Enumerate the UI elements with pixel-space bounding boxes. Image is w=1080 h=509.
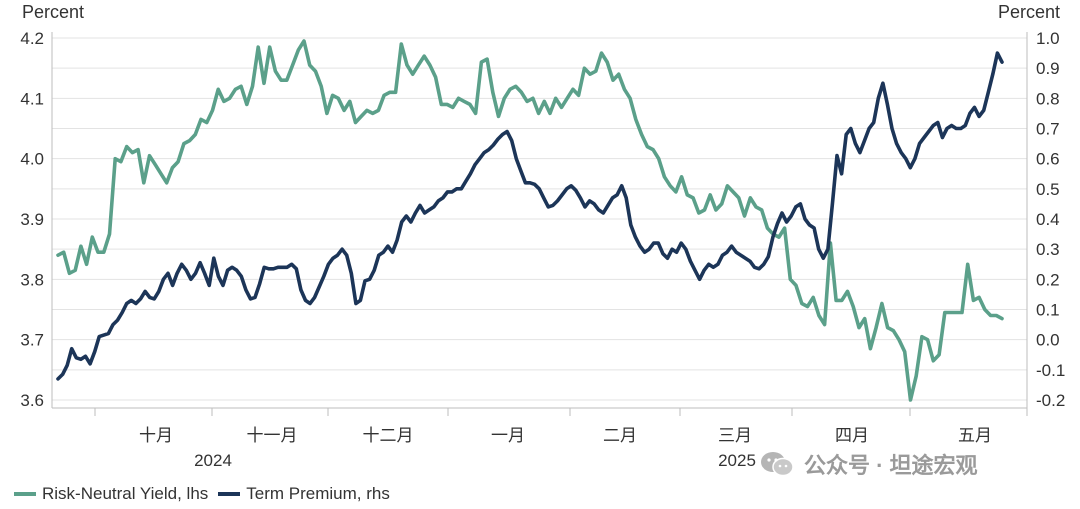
x-axis: 十月 十一月 十二月 一月 二月 三月 四月 五月 2024 2025: [51, 32, 1028, 470]
right-tick-label: 0.5: [1036, 180, 1060, 199]
left-tick-label: 3.7: [20, 331, 44, 350]
right-tick-label: 0.1: [1036, 301, 1060, 320]
month-label: 五月: [958, 426, 992, 445]
year-label: 2024: [194, 451, 232, 470]
legend: Risk-Neutral Yield, lhs Term Premium, rh…: [14, 484, 400, 504]
month-label: 十一月: [247, 426, 298, 445]
month-label: 一月: [491, 426, 525, 445]
right-tick-label: 0.0: [1036, 331, 1060, 350]
right-tick-label: 0.7: [1036, 120, 1060, 139]
right-tick-label: 0.8: [1036, 89, 1060, 108]
wechat-icon: [761, 452, 794, 477]
right-tick-label: 0.3: [1036, 240, 1060, 259]
right-axis-ticks: -0.2 -0.1 0.0 0.1 0.2 0.3 0.4 0.5 0.6 0.7 0.8 0.9 1.…: [1036, 29, 1065, 410]
left-tick-label: 3.9: [20, 210, 44, 229]
legend-item-risk-neutral: Risk-Neutral Yield, lhs: [14, 484, 208, 504]
legend-swatch-term-premium: [218, 492, 241, 496]
right-tick-label: -0.1: [1036, 361, 1065, 380]
series-lines: [56, 39, 1004, 402]
watermark-text: 公众号 · 坦途宏观: [804, 453, 978, 478]
left-tick-label: 3.8: [20, 270, 44, 289]
right-axis-unit: Percent: [997, 2, 1060, 22]
left-tick-label: 4.1: [20, 89, 44, 108]
month-label: 三月: [718, 426, 752, 445]
right-tick-label: 0.4: [1036, 210, 1060, 229]
legend-swatch-risk-neutral: [14, 492, 36, 496]
legend-item-term-premium: Term Premium, rhs: [218, 484, 390, 504]
left-tick-label: 4.0: [20, 150, 44, 169]
left-tick-label: 4.2: [20, 29, 44, 48]
left-axis-unit: Percent: [22, 2, 85, 22]
left-axis-ticks: 3.6 3.7 3.8 3.9 4.0 4.1 4.2: [20, 29, 44, 410]
right-tick-label: 0.2: [1036, 270, 1060, 289]
right-tick-label: 0.9: [1036, 59, 1060, 78]
right-tick-label: 0.6: [1036, 150, 1060, 169]
series-line-risk-neutral-yield: [56, 39, 1004, 402]
month-label: 十月: [139, 426, 173, 445]
month-label: 四月: [835, 426, 869, 445]
legend-label-term-premium: Term Premium, rhs: [246, 484, 390, 503]
watermark: 公众号 · 坦途宏观: [760, 448, 978, 480]
right-tick-label: -0.2: [1036, 391, 1065, 410]
left-tick-label: 3.6: [20, 391, 44, 410]
right-tick-label: 1.0: [1036, 29, 1060, 48]
year-label: 2025: [718, 451, 756, 470]
month-label: 二月: [603, 426, 637, 445]
series-line-term-premium: [56, 51, 1004, 381]
legend-label-risk-neutral: Risk-Neutral Yield, lhs: [42, 484, 209, 503]
month-label: 十二月: [363, 426, 414, 445]
